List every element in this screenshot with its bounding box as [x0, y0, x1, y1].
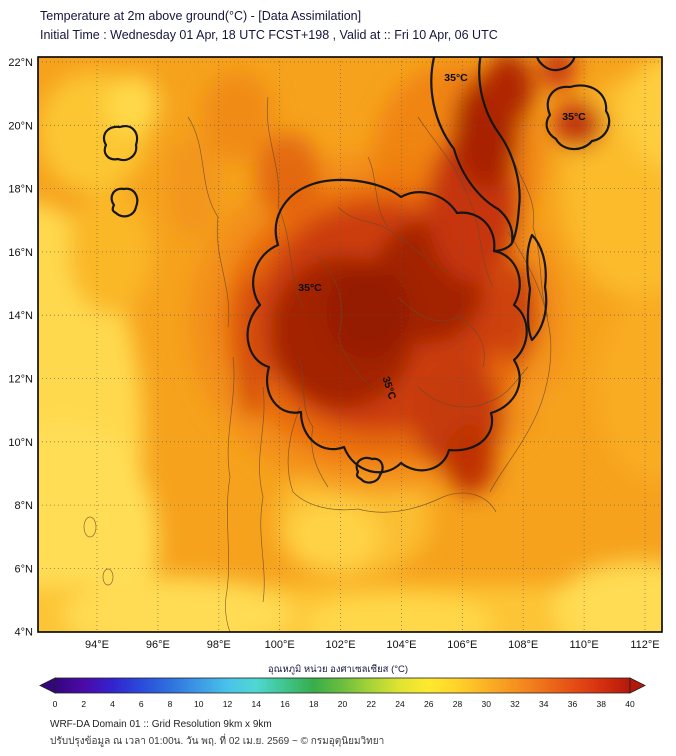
temperature-field: [38, 57, 662, 632]
y-axis-tick: 16°N: [8, 247, 33, 259]
contour-label: 35°C: [444, 72, 468, 84]
temperature-blobs: [38, 57, 662, 632]
chart-subtitle: Initial Time : Wednesday 01 Apr, 18 UTC …: [40, 28, 498, 42]
x-axis-tick: 110°E: [569, 639, 598, 651]
colorbar-tick: 18: [309, 699, 319, 709]
colorbar-tick: 24: [395, 699, 405, 709]
x-axis-tick: 112°E: [630, 639, 659, 651]
colorbar-tick: 34: [539, 699, 549, 709]
contour-viet-coast-loop: [526, 233, 548, 342]
contour-west-small-loop-1: [102, 125, 139, 162]
colorbar-tick: 16: [280, 699, 290, 709]
colorbar-tick: 36: [568, 699, 578, 709]
y-axis: 22°N 20°N 18°N 16°N 14°N 12°N 10°N 8°N 6°N 4°N: [8, 57, 33, 639]
colorbar-tick: 10: [194, 699, 204, 709]
contour-topright-loop: [545, 84, 611, 151]
y-axis-tick: 18°N: [8, 184, 33, 196]
colorbar-right-arrow: [629, 677, 646, 694]
colorbar-gradient: [54, 677, 631, 694]
colorbar-tick: 2: [81, 699, 86, 709]
y-axis-tick: 10°N: [8, 437, 33, 449]
y-axis-tick: 20°N: [8, 120, 33, 132]
x-axis-tick: 104°E: [386, 639, 416, 651]
colorbar-tick: 14: [252, 699, 262, 709]
contour-central-loop: [246, 178, 528, 474]
x-axis-tick: 108°E: [508, 639, 538, 651]
colorbar-ticks: 0 2 4 6 8 10 12 14 16 18 20 22 24 26 28 30 32 34 36 38 40: [53, 699, 635, 709]
x-axis-tick: 106°E: [447, 639, 477, 651]
x-axis: 94°E 96°E 98°E 100°E 102°E 104°E 106°E 108°E 110…: [85, 639, 660, 651]
colorbar-tick: 28: [453, 699, 463, 709]
contour-label: 35°C: [562, 111, 586, 123]
admin-boundaries: [83, 96, 552, 632]
contour-south-small-loop: [355, 456, 384, 484]
colorbar-tick: 38: [597, 699, 607, 709]
temperature-contours: [102, 57, 611, 484]
colorbar-tick: 32: [510, 699, 520, 709]
x-axis-tick: 100°E: [265, 639, 295, 651]
x-axis-tick: 102°E: [326, 639, 356, 651]
y-axis-tick: 22°N: [8, 57, 33, 69]
map-canvas: 35°C 35°C 35°C 35°C: [37, 56, 663, 633]
contour-north-west-line: [430, 57, 514, 253]
colorbar-tick: 0: [53, 699, 58, 709]
y-axis-tick: 8°N: [15, 500, 34, 512]
colorbar-tick: 22: [367, 699, 377, 709]
colorbar-tick: 20: [338, 699, 348, 709]
colorbar-tick: 6: [139, 699, 144, 709]
colorbar-tick: 26: [424, 699, 434, 709]
y-axis-tick: 12°N: [8, 374, 33, 386]
colorbar-tick: 4: [110, 699, 115, 709]
x-axis-tick: 98°E: [207, 639, 231, 651]
x-axis-tick: 94°E: [85, 639, 109, 651]
colorbar-tick: 30: [482, 699, 492, 709]
colorbar-tick: 8: [168, 699, 173, 709]
y-axis-tick: 6°N: [15, 563, 34, 575]
contour-label: 35°C: [298, 282, 322, 294]
map-border: [37, 56, 663, 633]
chart-title: Temperature at 2m above ground(°C) - [Da…: [40, 9, 361, 23]
contour-north-east-line: [478, 57, 521, 245]
colorbar-label: อุณหภูมิ หน่วย องศาเซลเซียส (°C): [268, 663, 408, 675]
y-axis-tick: 4°N: [15, 627, 34, 639]
colorbar: [39, 677, 646, 694]
x-axis-tick: 96°E: [146, 639, 170, 651]
y-axis-tick: 14°N: [8, 310, 33, 322]
colorbar-tick: 40: [625, 699, 635, 709]
footer-update-info: ปรับปรุงข้อมูล ณ เวลา 01:00น. วัน พฤ. ที…: [50, 733, 384, 747]
footer-domain-info: WRF-DA Domain 01 :: Grid Resolution 9km …: [50, 719, 272, 730]
contour-west-small-loop-2: [110, 187, 139, 218]
colorbar-tick: 12: [223, 699, 233, 709]
